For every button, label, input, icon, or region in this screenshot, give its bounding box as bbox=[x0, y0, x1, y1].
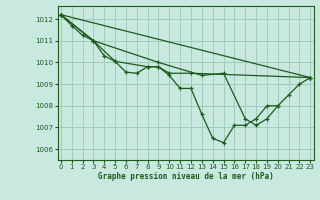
X-axis label: Graphe pression niveau de la mer (hPa): Graphe pression niveau de la mer (hPa) bbox=[98, 172, 274, 181]
